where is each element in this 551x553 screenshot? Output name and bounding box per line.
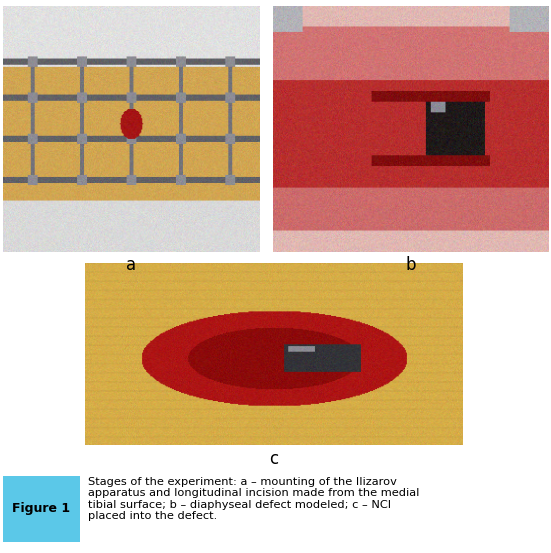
Text: c: c [269, 450, 278, 468]
Text: b: b [405, 257, 416, 274]
Text: Stages of the experiment: a – mounting of the Ilizarov
apparatus and longitudina: Stages of the experiment: a – mounting o… [88, 477, 419, 521]
Text: Figure 1: Figure 1 [12, 502, 71, 515]
Text: a: a [126, 257, 136, 274]
